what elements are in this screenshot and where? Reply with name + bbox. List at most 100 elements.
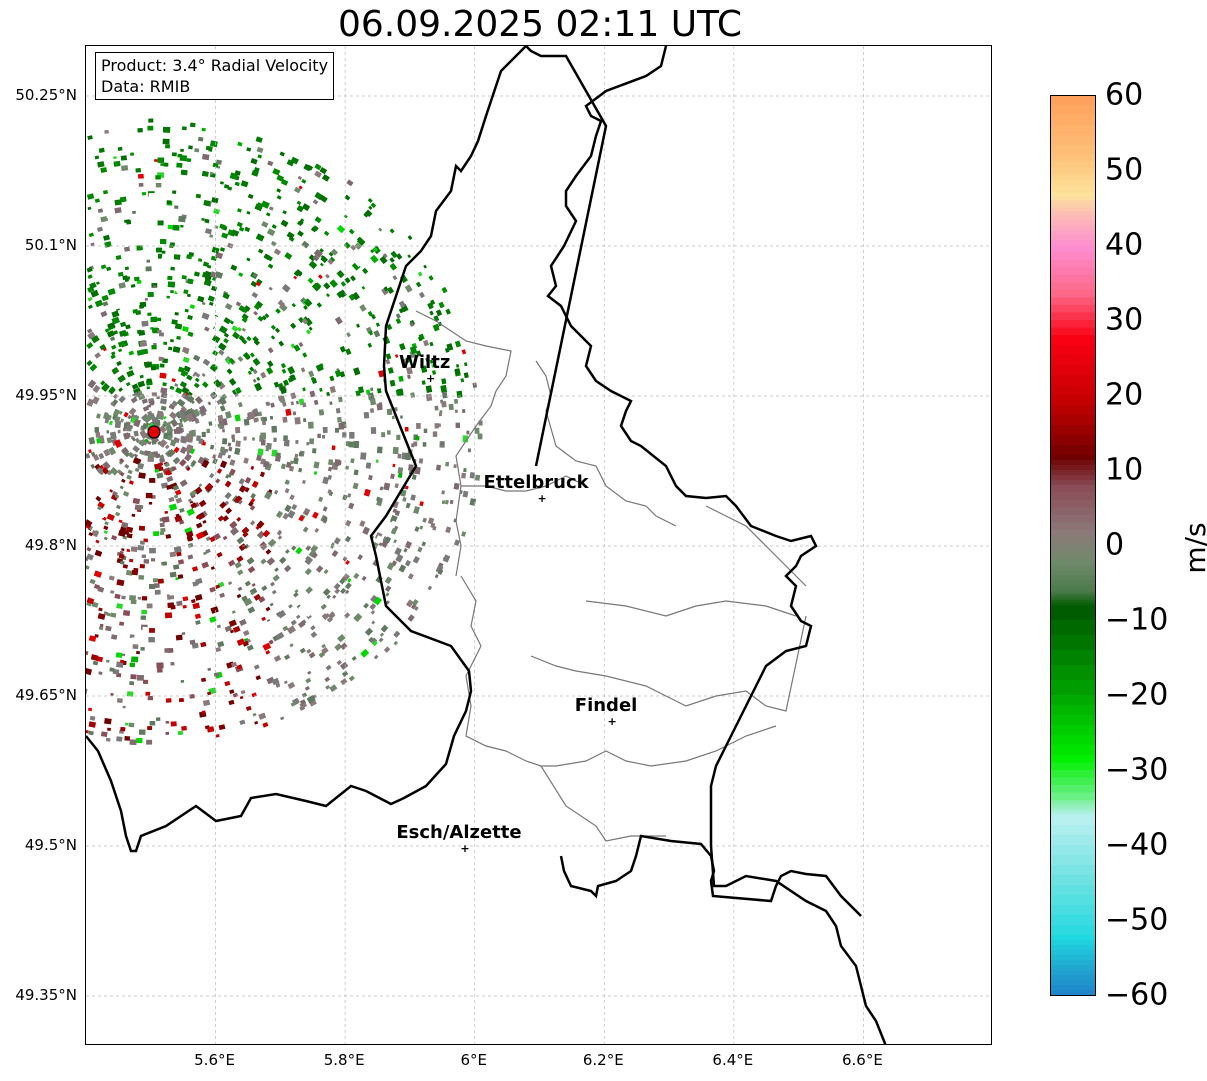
colorbar-segment — [1050, 595, 1096, 598]
lon-tick-label: 5.6°E — [194, 1051, 235, 1069]
country-border — [86, 46, 527, 853]
city-marker: + — [607, 715, 616, 728]
colorbar-segment — [1050, 215, 1096, 221]
colorbar-segment — [1050, 620, 1096, 636]
colorbar-segment — [1050, 535, 1096, 541]
colorbar-segment — [1050, 925, 1096, 936]
colorbar-segment — [1050, 415, 1096, 426]
colorbar-tick: 40 — [1105, 227, 1144, 263]
colorbar-tick: 20 — [1105, 377, 1144, 413]
colorbar-segment — [1050, 810, 1096, 813]
colorbar-segment — [1050, 955, 1096, 961]
colorbar-segment — [1050, 320, 1096, 328]
colorbar-segment — [1050, 990, 1096, 996]
colorbar-segment — [1050, 985, 1096, 991]
colorbar-segment — [1050, 960, 1096, 966]
admin-boundary — [460, 575, 556, 767]
colorbar-tick: −30 — [1105, 752, 1169, 788]
admin-boundary — [461, 475, 587, 492]
colorbar-segment — [1050, 935, 1096, 941]
colorbar-segment — [1050, 500, 1096, 508]
colorbar-segment — [1050, 275, 1096, 283]
admin-boundary — [540, 765, 666, 842]
colorbar-segment — [1050, 575, 1096, 581]
colorbar-segment — [1050, 762, 1096, 771]
colorbar-segment — [1050, 225, 1096, 231]
colorbar-segment — [1050, 345, 1096, 356]
colorbar-tick: −60 — [1105, 977, 1169, 1013]
colorbar-segment — [1050, 965, 1096, 971]
colorbar-segment — [1050, 522, 1096, 531]
lat-tick-label: 49.8°N — [24, 536, 77, 554]
colorbar-segment — [1050, 705, 1096, 716]
colorbar-segment — [1050, 755, 1096, 763]
colorbar-segment — [1050, 305, 1096, 313]
colorbar-segment — [1050, 167, 1096, 175]
colorbar-tick: 50 — [1105, 152, 1144, 188]
product-info-box: Product: 3.4° Radial Velocity Data: RMIB — [95, 52, 335, 100]
admin-boundary — [705, 505, 807, 587]
colorbar-segment — [1050, 812, 1096, 816]
city-label: Wiltz — [399, 352, 450, 373]
borders — [86, 46, 887, 1044]
colorbar-segment — [1050, 425, 1096, 436]
colorbar-segment — [1050, 155, 1096, 162]
colorbar-segment — [1050, 800, 1096, 803]
colorbar-segment — [1050, 460, 1096, 466]
colorbar-segment — [1050, 240, 1096, 246]
colorbar-segment — [1050, 186, 1096, 193]
colorbar-segment — [1050, 507, 1096, 516]
lat-tick-label: 49.35°N — [15, 986, 77, 1004]
colorbar-segment — [1050, 252, 1096, 261]
map-panel[interactable]: + Wiltz + Ettelbruck + Findel + Esch/Alzette — [85, 45, 992, 1045]
admin-boundary — [530, 615, 807, 712]
colorbar-segment — [1050, 725, 1096, 736]
colorbar-segment — [1050, 365, 1096, 376]
colorbar-segment — [1050, 745, 1096, 756]
radar-map: +Wiltz+Ettelbruck+Findel+Esch/Alzette — [86, 46, 991, 1044]
colorbar-segment — [1050, 735, 1096, 746]
colorbar-tick: 60 — [1105, 77, 1144, 113]
colorbar-segment — [1050, 355, 1096, 366]
colorbar-segment — [1050, 540, 1096, 546]
colorbar-segment — [1050, 192, 1096, 197]
colorbar-segment — [1050, 395, 1096, 406]
colorbar-segment — [1050, 465, 1096, 471]
colorbar-segment — [1050, 282, 1096, 291]
colorbar-segment — [1050, 695, 1096, 706]
lon-tick-label: 6.4°E — [712, 1051, 754, 1069]
colorbar-segment — [1050, 230, 1096, 236]
colorbar-unit-label: m/s — [1179, 522, 1207, 574]
colorbar-segment — [1050, 480, 1096, 486]
colorbar-tick: 10 — [1105, 452, 1144, 488]
colorbar-segment — [1050, 203, 1096, 208]
colorbar-segment — [1050, 115, 1096, 126]
admin-boundary — [415, 310, 512, 577]
colorbar-segment — [1050, 267, 1096, 276]
colorbar-segment — [1050, 445, 1096, 456]
colorbar-segment — [1050, 200, 1096, 205]
colorbar-segment — [1050, 405, 1096, 416]
colorbar-segment — [1050, 375, 1096, 386]
colorbar-segment — [1050, 905, 1096, 916]
colorbar-segment — [1050, 815, 1096, 826]
colorbar-segment — [1050, 385, 1096, 396]
radar-site-marker — [147, 425, 161, 439]
colorbar-segment — [1050, 545, 1096, 551]
colorbar-segment — [1050, 980, 1096, 986]
colorbar-segment — [1050, 297, 1096, 306]
lon-tick-label: 6.2°E — [582, 1051, 624, 1069]
colorbar-segment — [1050, 95, 1096, 106]
colorbar-segment — [1050, 875, 1096, 886]
colorbar-segment — [1050, 470, 1096, 476]
colorbar-segment — [1050, 635, 1096, 651]
colorbar-segment — [1050, 602, 1096, 606]
colorbar-segment — [1050, 207, 1096, 212]
colorbar-segment — [1050, 492, 1096, 501]
colorbar-segment — [1050, 555, 1096, 561]
colorbar-segment — [1050, 105, 1096, 116]
lon-tick-label: 6.6°E — [842, 1051, 883, 1069]
colorbar-segment — [1050, 680, 1096, 696]
colorbar-segment — [1050, 196, 1096, 201]
city-markers: +Wiltz+Ettelbruck+Findel+Esch/Alzette — [396, 352, 637, 855]
